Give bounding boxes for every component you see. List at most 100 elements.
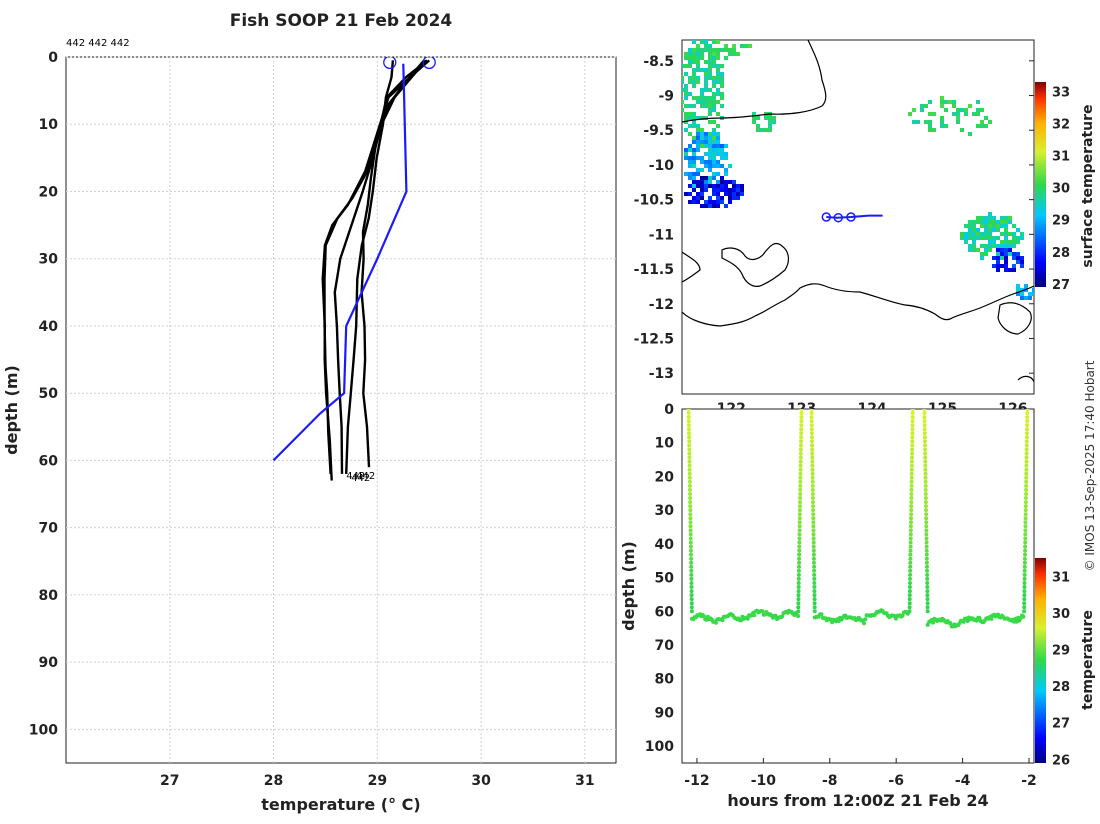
sst-pixel [988,248,992,252]
sst-pixel [712,80,716,84]
section-point [687,487,692,492]
sst-pixel [996,228,1000,232]
sst-pixel [724,152,728,156]
section-point [910,435,915,440]
sst-pixel [752,116,756,120]
imos-watermark: © IMOS 13-Sep-2025 17:40 Hobart [1083,360,1097,571]
sst-pixel [968,244,972,248]
sst-pixel [992,228,996,232]
sst-pixel [1016,288,1020,292]
section-point [810,471,815,476]
sst-pixel [1004,268,1008,272]
figure-title: Fish SOOP 21 Feb 2024 [230,11,453,31]
sst-pixel [1032,288,1034,292]
sst-pixel [768,128,772,132]
section-point [1023,528,1028,533]
sst-pixel [708,136,712,140]
sst-pixel [976,112,980,116]
sst-pixel [716,164,720,168]
sst-pixel [716,124,720,128]
coastline-north [682,40,827,123]
section-point [925,568,929,573]
sst-colorbar-label: surface temperature [1080,104,1096,267]
sst-pixel [724,180,728,184]
section-point [908,528,913,533]
sst-pixel [696,96,700,100]
section-point [908,564,913,569]
profile-y-tick-label: 60 [39,453,59,469]
sst-pixel [720,148,724,152]
section-point [686,411,691,415]
section-x-tick-label: -12 [684,773,709,789]
sst-pixel [708,132,712,136]
sst-pixel [748,44,752,48]
sst-pixel [724,144,728,148]
sst-pixel [684,92,688,96]
sst-pixel [956,116,960,120]
sst-pixel [1016,240,1020,244]
sst-pixel [960,236,964,240]
sst-pixel [692,124,696,128]
section-point [799,419,804,424]
sst-pixel [984,236,988,240]
sst-pixel [984,252,988,256]
section-point [810,459,815,464]
sst-pixel [724,184,728,188]
section-point [745,616,750,621]
sst-pixel [704,40,708,44]
section-chart: 0 10 20 30 40 50 60 70 80 90 100 -12 -10 -8 -6 -4 -2 hou… [619,402,1096,810]
section-point [1022,593,1027,598]
sst-pixels [682,40,1034,300]
section-point [925,564,929,569]
sst-pixel [712,176,716,180]
sst-pixel [708,104,712,108]
section-point [810,443,815,448]
section-point [810,447,815,452]
section-point [909,504,914,509]
section-point [924,516,929,521]
sst-pixel [700,132,704,136]
profile-x-tick-label: 27 [160,773,179,789]
sst-pixel [716,88,720,92]
sst-pixel [682,88,684,92]
sst-pixel [756,124,760,128]
sst-pixel [720,156,724,160]
section-point [688,500,693,505]
section-point [922,415,927,420]
sst-pixel [992,244,996,248]
sst-pixel [720,64,724,68]
sst-pixel [752,120,756,124]
section-point [810,435,814,440]
sst-pixel [940,96,944,100]
sst-pixel [992,240,996,244]
sst-pixel [1008,232,1012,236]
sst-pixel [1004,256,1008,260]
section-point [797,532,802,537]
sst-pixel [940,100,944,104]
section-point [797,556,802,561]
section-point [1023,508,1028,513]
section-point [910,427,915,432]
section-point [1022,572,1027,577]
sst-pixel [988,228,992,232]
sst-pixel [712,64,716,68]
profile-y-tick-label: 10 [39,117,59,133]
sst-colorbar-tick-label: 28 [1052,246,1070,261]
section-point [689,560,694,565]
section-point [925,589,930,594]
sst-pixel [976,108,980,112]
sst-pixel [944,108,948,112]
section-point [923,487,928,492]
section-point [812,605,817,610]
sst-pixel [988,224,992,228]
sst-pixel [692,120,696,124]
section-point [810,463,815,468]
sst-pixel [700,184,704,188]
sst-pixel [992,236,996,240]
sst-pixel [768,120,772,124]
sst-pixel [1008,216,1012,220]
sst-pixel [704,152,708,156]
section-y-tick-label: 60 [655,604,675,620]
section-point [812,593,817,598]
section-point [1023,544,1028,549]
